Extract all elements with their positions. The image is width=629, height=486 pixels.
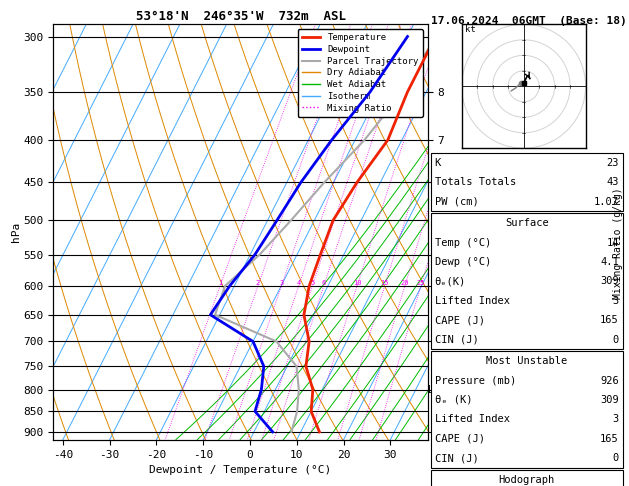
Text: 25: 25 [416,280,425,286]
Text: 10: 10 [353,280,361,286]
Text: CAPE (J): CAPE (J) [435,434,484,444]
Text: 309: 309 [600,395,619,405]
Text: 3: 3 [279,280,284,286]
Text: 165: 165 [600,434,619,444]
Text: K: K [435,158,441,168]
Text: Lifted Index: Lifted Index [435,415,509,424]
Y-axis label: km
ASL: km ASL [447,223,469,241]
Text: 20: 20 [401,280,409,286]
Text: 14: 14 [606,238,619,247]
Text: LCL: LCL [428,384,445,395]
Text: Surface: Surface [505,218,548,228]
Text: 0: 0 [613,335,619,345]
Text: Lifted Index: Lifted Index [435,296,509,306]
Text: 6: 6 [321,280,326,286]
Text: 3: 3 [613,296,619,306]
Text: Most Unstable: Most Unstable [486,356,567,366]
Text: 43: 43 [606,177,619,187]
Text: PW (cm): PW (cm) [435,197,479,207]
Text: 165: 165 [600,315,619,325]
Text: 4: 4 [296,280,301,286]
Text: CIN (J): CIN (J) [435,335,479,345]
X-axis label: Dewpoint / Temperature (°C): Dewpoint / Temperature (°C) [150,465,331,475]
Text: Dewp (°C): Dewp (°C) [435,257,491,267]
Text: CAPE (J): CAPE (J) [435,315,484,325]
Text: 23: 23 [606,158,619,168]
Text: 1.07: 1.07 [594,197,619,207]
Text: Temp (°C): Temp (°C) [435,238,491,247]
Text: Hodograph: Hodograph [499,475,555,485]
Text: 1: 1 [218,280,222,286]
Text: Mixing Ratio (g/kg): Mixing Ratio (g/kg) [613,187,623,299]
Y-axis label: hPa: hPa [11,222,21,242]
Text: 5: 5 [310,280,314,286]
Text: kt: kt [465,25,476,34]
Text: Totals Totals: Totals Totals [435,177,516,187]
Text: 17.06.2024  06GMT  (Base: 18): 17.06.2024 06GMT (Base: 18) [431,16,626,26]
Title: 53°18'N  246°35'W  732m  ASL: 53°18'N 246°35'W 732m ASL [136,10,345,23]
Legend: Temperature, Dewpoint, Parcel Trajectory, Dry Adiabat, Wet Adiabat, Isotherm, Mi: Temperature, Dewpoint, Parcel Trajectory… [298,29,423,117]
Text: θₑ (K): θₑ (K) [435,395,472,405]
Text: 2: 2 [256,280,260,286]
Text: θₑ(K): θₑ(K) [435,277,466,286]
Text: 0: 0 [613,453,619,463]
Text: Pressure (mb): Pressure (mb) [435,376,516,385]
Text: 3: 3 [613,415,619,424]
Text: 926: 926 [600,376,619,385]
Text: CIN (J): CIN (J) [435,453,479,463]
Text: 15: 15 [381,280,389,286]
Text: 309: 309 [600,277,619,286]
Text: 4.1: 4.1 [600,257,619,267]
